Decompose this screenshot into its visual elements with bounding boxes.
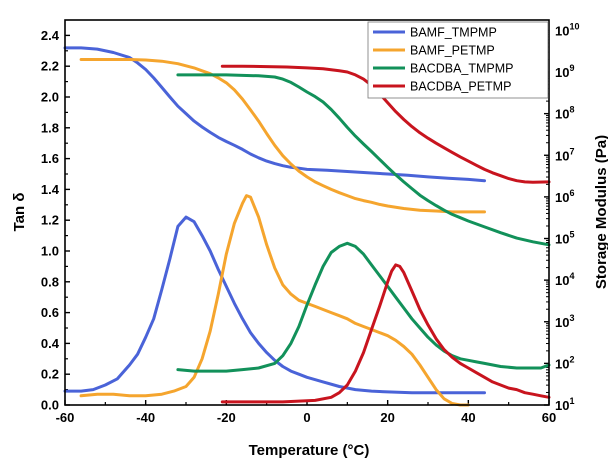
y2-tick-label: 102 — [555, 354, 574, 371]
y2-tick-label: 109 — [555, 63, 574, 80]
y-tick-label: 0.2 — [41, 367, 59, 382]
storage-modulus-line-bacdba-petmp — [220, 64, 551, 184]
y2-tick-base: 10 — [555, 315, 569, 330]
y2-tick-exponent: 7 — [569, 146, 574, 156]
y2-tick-base: 10 — [555, 148, 569, 163]
y2-tick-base: 10 — [555, 65, 569, 80]
y-tick-label: 1.2 — [41, 213, 59, 228]
legend: BAMF_TMPMP BAMF_PETMP BACDBA_TMPMP BACDBA_P… — [367, 21, 549, 99]
x-tick-label: 20 — [380, 410, 394, 425]
y-tick-label: 1.4 — [41, 182, 60, 197]
y-tick-label: 1.0 — [41, 244, 59, 259]
tan-delta-line-bacdba-petmp — [220, 263, 551, 404]
y2-tick-label: 106 — [555, 188, 574, 205]
y-tick-labels: 0.0 0.2 0.4 0.6 0.8 1.0 1.2 1.4 1.6 1.8 2.0 2.2 2.4 — [41, 28, 60, 413]
storage-modulus-line-bamf-petmp — [79, 58, 486, 214]
y2-tick-exponent: 3 — [569, 313, 574, 323]
y2-tick-exponent: 1 — [569, 396, 574, 406]
y-tick-label: 0.6 — [41, 305, 59, 320]
y-tick-label: 0.4 — [41, 336, 60, 351]
plot-frame — [64, 19, 550, 406]
y2-tick-exponent: 2 — [569, 354, 574, 364]
x-tick-label: 60 — [542, 410, 556, 425]
y2-tick-label: 101 — [555, 396, 574, 413]
y2-tick-exponent: 6 — [569, 188, 574, 198]
y2-tick-base: 10 — [555, 107, 569, 122]
y-axis-title: Tan δ — [11, 193, 28, 232]
y2-tick-exponent: 8 — [569, 105, 574, 115]
tan-delta-line-bamf-tmpmp — [63, 215, 486, 395]
y2-tick-base: 10 — [555, 356, 569, 371]
x-tick-label: 40 — [461, 410, 475, 425]
y2-tick-exponent: 10 — [569, 21, 579, 31]
x-tick-label: 0 — [303, 410, 310, 425]
y2-tick-exponent: 9 — [569, 63, 574, 73]
y-tick-label: 1.6 — [41, 151, 59, 166]
y2-tick-label: 107 — [555, 146, 574, 163]
y2-tick-label: 104 — [555, 271, 574, 288]
x-tick-label: -60 — [56, 410, 75, 425]
y2-tick-exponent: 4 — [569, 271, 574, 281]
y-tick-label: 2.2 — [41, 59, 59, 74]
y-tick-label: 2.4 — [41, 28, 60, 43]
series-layer — [63, 46, 551, 407]
x-tick-label: -40 — [136, 410, 155, 425]
y2-tick-base: 10 — [555, 232, 569, 247]
y2-tick-label: 108 — [555, 105, 574, 122]
y-tick-label: 0.8 — [41, 274, 59, 289]
storage-modulus-line-bacdba-tmpmp — [176, 73, 551, 247]
y2-tick-base: 10 — [555, 23, 569, 38]
legend-label: BAMF_PETMP — [410, 44, 495, 58]
y-tick-label: 1.8 — [41, 120, 59, 135]
tan-delta-line-bacdba-tmpmp — [176, 241, 551, 373]
x-axis-title: Temperature (°C) — [249, 442, 370, 459]
legend-label: BACDBA_PETMP — [410, 80, 511, 94]
y2-axis-title: Storage Modulus (Pa) — [593, 135, 608, 289]
y2-tick-label: 1010 — [555, 21, 579, 38]
y-tick-label: 0.0 — [41, 398, 59, 413]
legend-label: BACDBA_TMPMP — [410, 62, 514, 76]
tan-delta-line-bamf-petmp — [79, 194, 470, 407]
x-tick-label: -20 — [217, 410, 236, 425]
storage-modulus-line-bamf-tmpmp — [63, 46, 486, 183]
y2-tick-base: 10 — [555, 273, 569, 288]
legend-label: BAMF_TMPMP — [410, 26, 497, 40]
y2-tick-base: 10 — [555, 190, 569, 205]
x-tick-labels: -60 -40 -20 0 20 40 60 — [56, 410, 557, 425]
y-tick-label: 2.0 — [41, 90, 59, 105]
y2-tick-base: 10 — [555, 398, 569, 413]
y2-tick-label: 105 — [555, 230, 574, 247]
y2-tick-exponent: 5 — [569, 230, 574, 240]
y2-tick-label: 103 — [555, 313, 574, 330]
